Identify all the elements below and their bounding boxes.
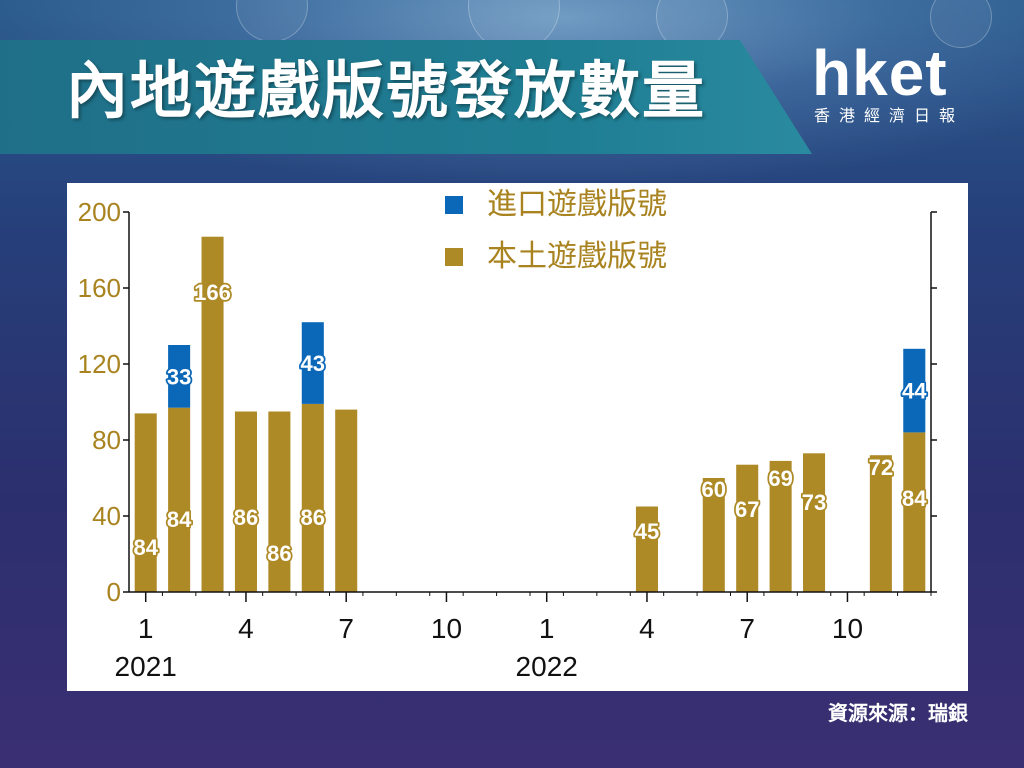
data-label-domestic: 86 <box>267 541 291 566</box>
x-group-label: 2022 <box>516 651 578 682</box>
bar-imported <box>168 345 191 408</box>
legend-swatch <box>445 196 463 214</box>
bar-domestic <box>736 464 759 592</box>
axes-layer: 0 40 80 120 160 200 1 4 7 10 1 4 7 10 2021 2022 <box>78 197 937 682</box>
data-label-domestic: 84 <box>167 507 192 532</box>
bar-imported <box>301 322 324 404</box>
bar-domestic <box>168 407 191 592</box>
legend-swatch <box>445 248 463 266</box>
bar-domestic <box>268 411 291 592</box>
data-label-imported: 43 <box>301 351 325 376</box>
data-label-domestic: 67 <box>735 497 759 522</box>
page-title: 內地遊戲版號發放數量 <box>66 57 707 126</box>
x-tick-label: 4 <box>238 613 254 644</box>
title-banner <box>0 40 812 154</box>
bar-domestic <box>301 403 324 592</box>
bar-domestic <box>335 409 358 592</box>
y-tick-label: 200 <box>78 197 121 227</box>
hket-logo: hket 香港經濟日報 <box>812 38 992 132</box>
bar-domestic <box>134 413 157 592</box>
data-label-domestic: 72 <box>869 455 893 480</box>
data-label-domestic: 69 <box>768 466 792 491</box>
bar-domestic <box>869 455 892 592</box>
x-tick-label: 1 <box>539 613 555 644</box>
data-label-domestic: 84 <box>902 486 927 511</box>
bar-domestic <box>903 432 926 592</box>
source-note: 資源來源：瑞銀 <box>828 703 968 725</box>
data-label-domestic: 45 <box>635 519 659 544</box>
x-tick-label: 7 <box>338 613 354 644</box>
logo-wordmark: hket <box>812 37 948 109</box>
y-tick-label: 40 <box>92 501 121 531</box>
x-tick-label: 4 <box>639 613 655 644</box>
bar-domestic <box>234 411 257 592</box>
bar-imported <box>903 348 926 433</box>
data-labels-layer: 84 84 33 166 86 86 86 43 45 60 67 69 73 72 84 44 <box>132 278 929 568</box>
logo-subtitle: 香港經濟日報 <box>814 108 965 125</box>
y-tick-label: 0 <box>107 577 121 607</box>
chart-panel: 84 84 33 166 86 86 86 43 45 60 67 69 73 72 84 44 0 40 80 1… <box>67 183 968 691</box>
x-group-label: 2021 <box>115 651 177 682</box>
data-label-domestic: 84 <box>133 535 158 560</box>
legend-label: 本土遊戲版號 <box>487 239 667 274</box>
data-label-domestic: 166 <box>194 280 231 305</box>
data-label-domestic: 73 <box>802 490 826 515</box>
x-tick-label: 10 <box>832 613 863 644</box>
data-label-domestic: 86 <box>234 505 258 530</box>
data-label-imported: 44 <box>902 379 927 404</box>
y-tick-label: 80 <box>92 425 121 455</box>
bar-domestic <box>702 478 725 592</box>
data-label-imported: 33 <box>167 364 191 389</box>
bar-domestic <box>803 453 826 592</box>
data-label-domestic: 86 <box>301 505 325 530</box>
legend-label: 進口遊戲版號 <box>487 187 667 222</box>
data-label-domestic: 60 <box>702 477 726 502</box>
x-tick-label: 7 <box>739 613 755 644</box>
bar-domestic <box>635 506 658 592</box>
x-tick-label: 10 <box>431 613 462 644</box>
y-tick-label: 120 <box>78 349 121 379</box>
bar-domestic <box>201 236 224 592</box>
bar-domestic <box>769 460 792 592</box>
x-tick-label: 1 <box>138 613 154 644</box>
y-tick-label: 160 <box>78 273 121 303</box>
bars-layer <box>134 236 926 592</box>
